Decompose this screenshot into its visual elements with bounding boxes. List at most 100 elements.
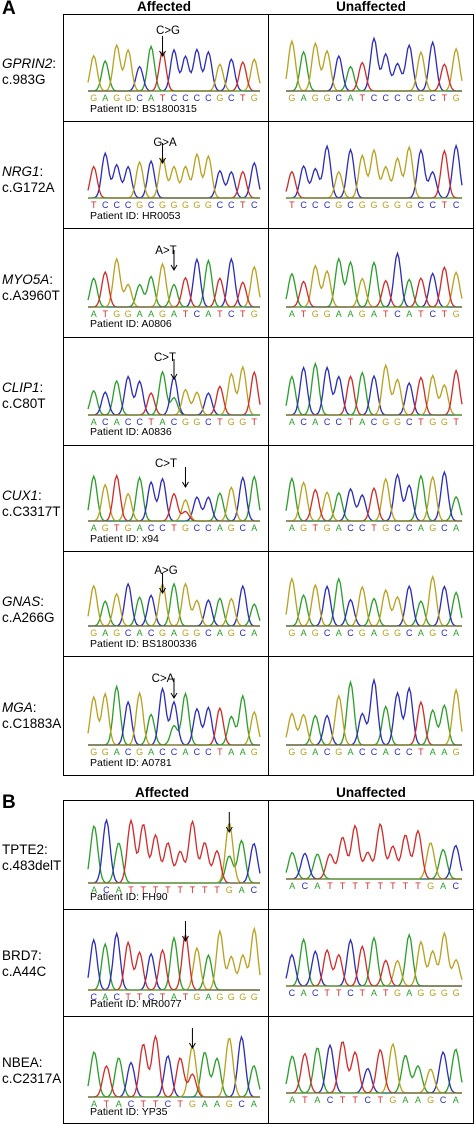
panel-a-row-2-unaffected-base-call: C: [429, 200, 436, 210]
panel-b-row-2-unaffected-base-call: C: [312, 988, 319, 998]
panel-a-row-5-affected-base-call: A: [137, 523, 143, 533]
panel-a-row-5-unaffected-base-call: C: [394, 523, 401, 533]
panel-a-row-7-unaffected-base-call: C: [406, 747, 413, 757]
panel-a-row-2-unaffected-trace-G: [286, 145, 462, 199]
gene-label-row-4: CLIP1:: [2, 380, 43, 395]
panel-a-row-1-affected-base-call: C: [228, 93, 235, 103]
panel-b-row-1-affected-base-call: C: [251, 885, 258, 895]
panel-a-row-6-unaffected-base-call: G: [312, 628, 319, 638]
panel-a-row-4-unaffected-base-call: C: [300, 417, 307, 427]
panel-a-row-3-unaffected-base-call: T: [301, 309, 307, 319]
panel-a-row-5-affected-base-call: C: [159, 523, 166, 533]
panel-a-row-3-affected-base-call: G: [159, 309, 166, 319]
panel-b-row-3-affected-base-call: T: [141, 1099, 147, 1109]
variant-label-row-1: c.983G: [2, 72, 46, 87]
panel-b-row-1-unaffected-base-call: T: [415, 881, 421, 891]
panel-a-row-5-affected-base-call: A: [251, 523, 257, 533]
panel-b-row-1-affected-base-call: A: [239, 885, 245, 895]
panel-a-row-7-affected-base-call: G: [102, 747, 109, 757]
panel-a-row-3-unaffected-base-call: G: [324, 309, 331, 319]
panel-b-row-3-affected-base-call: C: [165, 1099, 172, 1109]
patient-id-b-row-2: Patient ID: MR0077: [90, 998, 182, 1010]
panel-b-row-2-affected-base-call: C: [148, 992, 155, 1002]
panel-a-row-2-affected-base-call: G: [136, 200, 143, 210]
panel-a-row-1-unaffected-trace-C: [286, 36, 462, 92]
panel-a-row-1-affected-base-call: G: [251, 93, 258, 103]
panel-b-row-3-unaffected-base-call: G: [389, 1095, 396, 1105]
chromatogram-traces: G A G G C A T C C C C G C T G G A G G C A T C C C C G C T GT C C C G C G G G G…: [87, 36, 463, 1109]
mutation-label-row-1: C>G: [156, 25, 180, 37]
panel-b-row-2-unaffected-base-call: G: [429, 988, 436, 998]
panel-a-row-1-unaffected-base-call: T: [360, 93, 366, 103]
panel-b-row-3-unaffected-base-call: C: [364, 1095, 371, 1105]
patient-id-row-4: Patient ID: A0836: [90, 426, 172, 438]
panel-b-row-3-unaffected-base-call: A: [289, 1095, 295, 1105]
panel-b-row-1-affected-base-call: T: [214, 885, 220, 895]
panel-a-row-2-unaffected-base-call: G: [335, 200, 342, 210]
panel-b-row-3-unaffected-base-call: T: [378, 1095, 384, 1105]
panel-a-row-1-unaffected-base-call: C: [371, 93, 378, 103]
panel-b-row-1-affected-base-call: A: [91, 885, 97, 895]
panel-b-row-2-affected-base-call: G: [228, 992, 235, 1002]
panel-a-row-5-unaffected-base-call: A: [336, 523, 342, 533]
panel-a-row-7-affected-base-call: A: [240, 747, 246, 757]
panel-b-row-2-unaffected-base-call: G: [453, 988, 460, 998]
variant-label-row-5: c.C3317T: [2, 504, 61, 519]
mutation-label-row-6: A>G: [154, 565, 177, 577]
panel-a-row-2-affected-base-call: C: [217, 200, 224, 210]
panel-b-row-1-affected-base-call: T: [141, 885, 147, 895]
panel-b-row-2-affected-trace-C: [87, 931, 260, 991]
gene-label-b-row-1: TPTE2:: [2, 842, 48, 857]
panel-a-row-6-affected-base-call: A: [251, 628, 257, 638]
panel-b-row-1-unaffected-base-call: T: [365, 881, 371, 891]
panel-a-row-6-affected-base-call: A: [137, 628, 143, 638]
panel-a-row-4-unaffected-base-call: C: [324, 417, 331, 427]
panel-a-row-3-unaffected-base-call: G: [359, 309, 366, 319]
panel-a-row-4-unaffected-base-call: G: [441, 417, 448, 427]
panel-a-unaffected-header: Unaffected: [336, 0, 406, 14]
panel-a-row-7-affected-base-call: G: [136, 747, 143, 757]
panel-a-row-1-unaffected-base-call: G: [417, 93, 424, 103]
panel-a-row-1-unaffected-trace-G: [285, 39, 463, 92]
panel-a-row-2-affected-base-call: C: [125, 200, 132, 210]
panel-a-row-4-affected-base-call: T: [148, 417, 154, 427]
panel-b-letter: B: [2, 792, 16, 813]
panel-a-row-4-affected-base-call: A: [91, 417, 97, 427]
panel-a-row-4-unaffected-base-call: A: [289, 417, 295, 427]
panel-a-row-6-unaffected-base-call: A: [301, 628, 307, 638]
panel-a-row-2-affected-base-call: G: [170, 200, 177, 210]
panel-a-row-3-affected-base-call: A: [171, 309, 177, 319]
panel-a-row-7-unaffected-base-call: A: [441, 747, 447, 757]
panel-a-row-7-affected-base-call: C: [194, 747, 201, 757]
panel-a-row-6-unaffected-base-call: C: [324, 628, 331, 638]
panel-b-row-1-unaffected-base-call: G: [427, 881, 434, 891]
panel-a-row-2-unaffected-base-call: G: [394, 200, 401, 210]
mutation-label-row-2: G>A: [153, 137, 177, 149]
gene-label-row-1: GPRIN2:: [2, 56, 56, 71]
panel-a-row-5-affected-base-call: A: [91, 523, 97, 533]
panel-b-row-1-unaffected-base-call: T: [378, 881, 384, 891]
panel-a-row-4-affected-base-call: C: [125, 417, 132, 427]
panel-a-row-3-affected-base-call: A: [205, 309, 211, 319]
panel-a-row-4-unaffected-base-call: C: [336, 417, 343, 427]
panel-a-row-1-affected-base-call: C: [171, 93, 178, 103]
panel-b-row-1-affected-base-call: T: [165, 885, 171, 895]
panel-a-row-1-affected-base-call: T: [240, 93, 246, 103]
panel-b-row-3-affected-base-call: T: [177, 1099, 183, 1109]
panel-b-row-1-unaffected-base-call: C: [452, 881, 459, 891]
panel-b-row-3-unaffected-base-call: G: [427, 1095, 434, 1105]
panel-a-row-4-affected-base-call: T: [217, 417, 223, 427]
panel-b-row-3-affected-base-call: A: [214, 1099, 220, 1109]
panel-a-row-4-unaffected-base-call: T: [418, 417, 424, 427]
panel-a-row-1-unaffected-base-call: T: [442, 93, 448, 103]
panel-a-row-3-unaffected-base-call: T: [418, 309, 424, 319]
panel-a-row-6-affected-base-call: G: [182, 628, 189, 638]
panel-a-row-1-affected-base-call: A: [148, 93, 154, 103]
panel-a-row-2-unaffected-trace-C: [286, 143, 463, 199]
panel-b-row-2-affected-base-call: T: [125, 992, 131, 1002]
panel-a-row-2-affected-trace-G: [88, 152, 260, 199]
patient-id-row-7: Patient ID: A0781: [90, 757, 172, 769]
panel-b-row-3-affected-base-call: C: [238, 1099, 245, 1109]
panel-a-row-7-unaffected-base-call: C: [371, 747, 378, 757]
panel-a-row-4-variant-arrow-head: [170, 373, 178, 380]
